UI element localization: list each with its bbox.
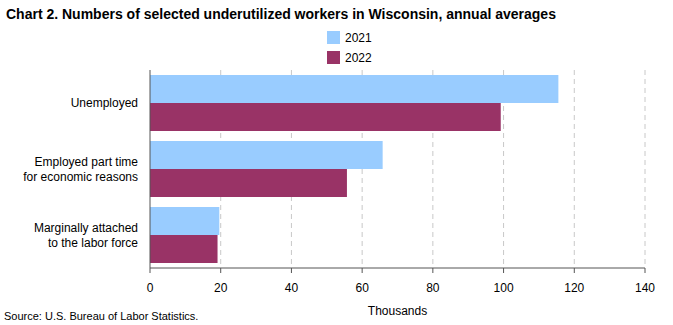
tick-mark [150,268,151,273]
legend: 2021 2022 [327,31,372,65]
x-axis-line [150,268,645,269]
legend-swatch [327,51,340,64]
category-label: Employed part timefor economic reasons [23,155,138,184]
bar [150,207,219,235]
grid-line [574,70,575,268]
tick-mark [220,268,221,273]
bar [150,103,501,131]
category-label: Marginally attachedto the labor force [34,221,138,250]
source-note: Source: U.S. Bureau of Labor Statistics. [4,310,198,322]
bar [150,235,218,263]
tick-label: 0 [147,281,154,295]
tick-mark [503,268,504,273]
tick-label: 120 [564,281,584,295]
x-axis-label: Thousands [368,304,427,318]
category-label-line: Unemployed [71,96,138,110]
category-label-line: Employed part time [35,155,139,169]
tick-label: 140 [635,281,655,295]
category-label-line: to the labor force [48,236,138,250]
tick-mark [432,268,433,273]
tick-mark [574,268,575,273]
tick-label: 80 [426,281,440,295]
tick-label: 100 [494,281,514,295]
tick-mark [291,268,292,273]
tick-label: 20 [214,281,228,295]
bar [150,169,347,197]
tick-mark [645,268,646,273]
category-label: Unemployed [71,96,138,110]
chart: Chart 2. Numbers of selected underutiliz… [0,0,673,325]
bar [150,141,383,169]
bars [150,75,558,263]
grid-line [645,70,646,268]
legend-label: 2022 [345,51,372,65]
legend-label: 2021 [345,31,372,45]
y-axis-line [150,70,151,268]
category-label-line: for economic reasons [23,170,138,184]
tick-mark [362,268,363,273]
tick-label: 60 [355,281,369,295]
title: Chart 2. Numbers of selected underutiliz… [6,6,556,22]
legend-swatch [327,31,340,44]
category-label-line: Marginally attached [34,221,138,235]
bar [150,75,558,103]
tick-label: 40 [285,281,299,295]
